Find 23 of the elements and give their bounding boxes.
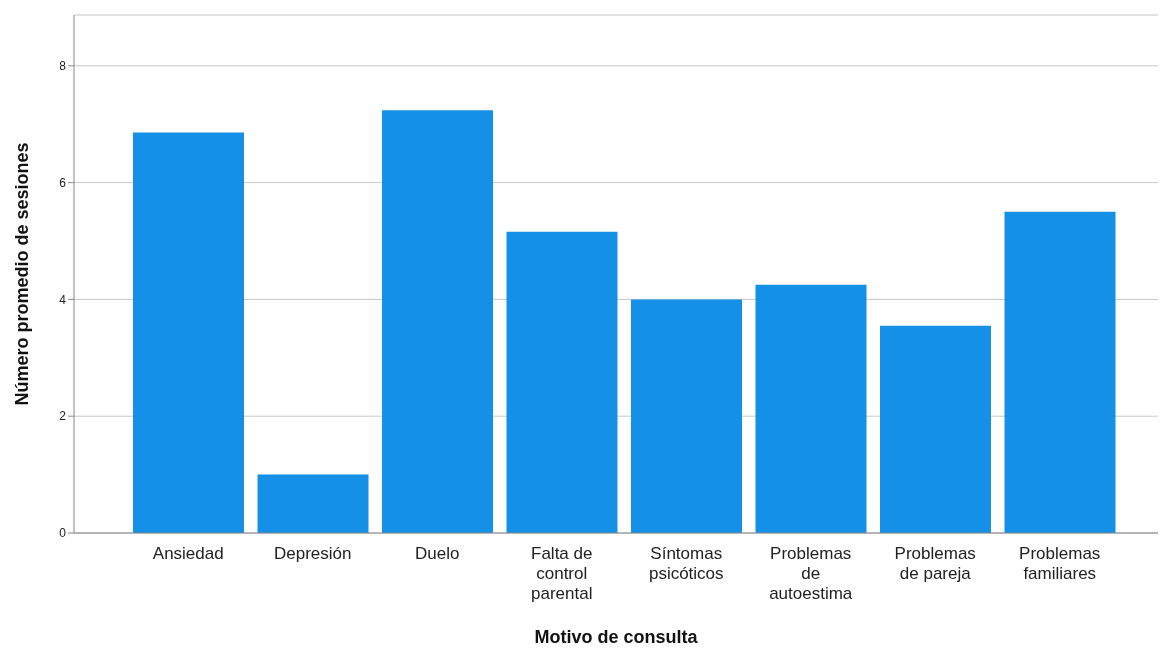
y-tick-label: 4: [59, 292, 67, 307]
x-tick-label: Falta de control parental: [531, 544, 593, 603]
y-tick-label: 8: [59, 59, 67, 74]
x-tick-label: Ansiedad: [152, 544, 224, 563]
y-axis-title: Número promedio de sesiones: [12, 142, 33, 406]
bar: [631, 299, 742, 533]
x-tick-label: Síntomas psicóticos: [648, 544, 724, 583]
bar: [257, 474, 369, 533]
x-tick-label: Duelo: [415, 544, 460, 563]
bar: [755, 284, 867, 533]
x-tick-label: Depresión: [274, 544, 352, 563]
y-tick-label: 0: [59, 526, 67, 541]
bar: [880, 325, 991, 533]
y-tick-label: 6: [59, 175, 67, 190]
x-tick-label: Problemas familiares: [1019, 544, 1101, 583]
bar: [133, 132, 244, 533]
y-tick-label: 2: [59, 409, 67, 424]
x-axis-title: Motivo de consulta: [534, 627, 699, 647]
x-tick-label: Problemas de autoestima: [769, 544, 853, 603]
bar: [1004, 211, 1116, 533]
bar: [506, 231, 618, 533]
bar: [382, 110, 493, 533]
x-tick-label: Problemas de pareja: [894, 544, 976, 583]
